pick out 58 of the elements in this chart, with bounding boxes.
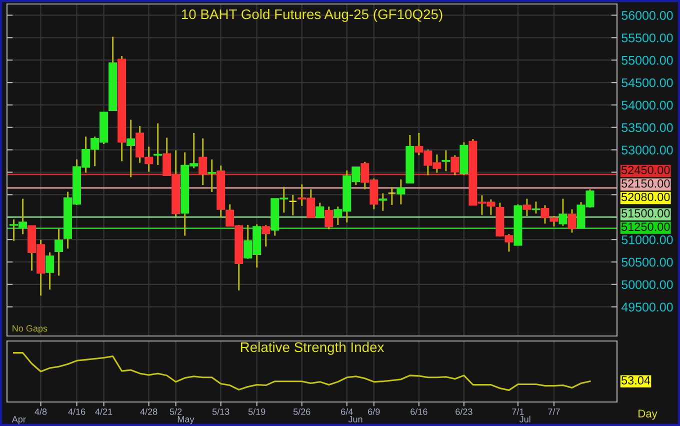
y-tick-label: 55500.00 <box>622 33 673 42</box>
candlestick <box>442 149 450 172</box>
candlestick <box>378 192 388 212</box>
x-tick-label: 6/23 <box>456 408 472 415</box>
x-tick-label: 5/26 <box>293 408 310 415</box>
x-axis-title: Day <box>638 410 658 420</box>
y-tick-label: 55000.00 <box>622 56 673 65</box>
candlestick <box>532 200 540 214</box>
text: 52080.00 <box>621 192 670 202</box>
x-tick-label: 5/19 <box>248 408 266 415</box>
x-tick-label: 4/8 <box>34 408 47 415</box>
candlestick <box>46 252 54 290</box>
candlestick <box>522 198 532 217</box>
y-tick-label: 49500.00 <box>621 302 673 312</box>
candlestick <box>324 206 334 230</box>
y-tick-label: 53000.00 <box>622 146 673 154</box>
x-tick-label: 5/2 <box>170 408 182 415</box>
text: 53.04 <box>621 376 650 385</box>
candlestick <box>262 224 270 248</box>
x-tick-label: 4/16 <box>68 408 86 415</box>
ref-line-label: 51500.00 <box>621 209 670 218</box>
x-tick-label: 7/7 <box>548 408 560 415</box>
y-tick-label: 56000.00 <box>622 11 673 20</box>
x-tick-label: 4/21 <box>95 408 112 415</box>
candlestick <box>450 154 460 176</box>
y-tick-label: 53500.00 <box>622 123 673 132</box>
ref-line-label: 52150.00 <box>621 179 670 188</box>
x-tick-label: 6/16 <box>410 408 428 415</box>
ref-line-label: 51250.00 <box>621 222 670 231</box>
candlestick <box>396 178 406 206</box>
y-tick-label: 54000.00 <box>622 100 673 110</box>
candlestick <box>154 122 162 166</box>
candlestick <box>388 186 396 206</box>
candlestick <box>208 158 216 193</box>
text: Jul <box>519 416 530 422</box>
candlestick <box>126 118 136 178</box>
y-tick-label: 54500.00 <box>622 78 673 88</box>
chart-title: Relative Strength Index <box>240 342 384 355</box>
x-tick-label: 6/4 <box>341 408 353 415</box>
text: Jun <box>348 416 362 422</box>
x-tick-label: 4/28 <box>140 408 158 415</box>
candlestick <box>198 138 208 186</box>
candlestick <box>558 198 568 227</box>
candlestick <box>568 208 576 234</box>
y-tick-label: 50000.00 <box>622 280 673 290</box>
annotation: No Gaps <box>12 325 48 334</box>
text: May <box>178 416 194 424</box>
x-tick-label: 6/9 <box>368 408 380 415</box>
candlestick <box>316 202 324 218</box>
x-tick-label: 5/13 <box>212 408 230 415</box>
y-tick-label: 51000.00 <box>622 235 673 244</box>
y-tick-label: 50500.00 <box>622 258 673 267</box>
text: Apr <box>12 416 26 424</box>
x-tick-label: 7/1 <box>512 408 524 415</box>
candlestick <box>54 228 63 276</box>
candlestick <box>288 194 298 216</box>
chart-title: 10 BAHT Gold Futures Aug-25 (GF10Q25) <box>182 8 442 22</box>
ref-line-label: 52450.00 <box>621 166 670 174</box>
